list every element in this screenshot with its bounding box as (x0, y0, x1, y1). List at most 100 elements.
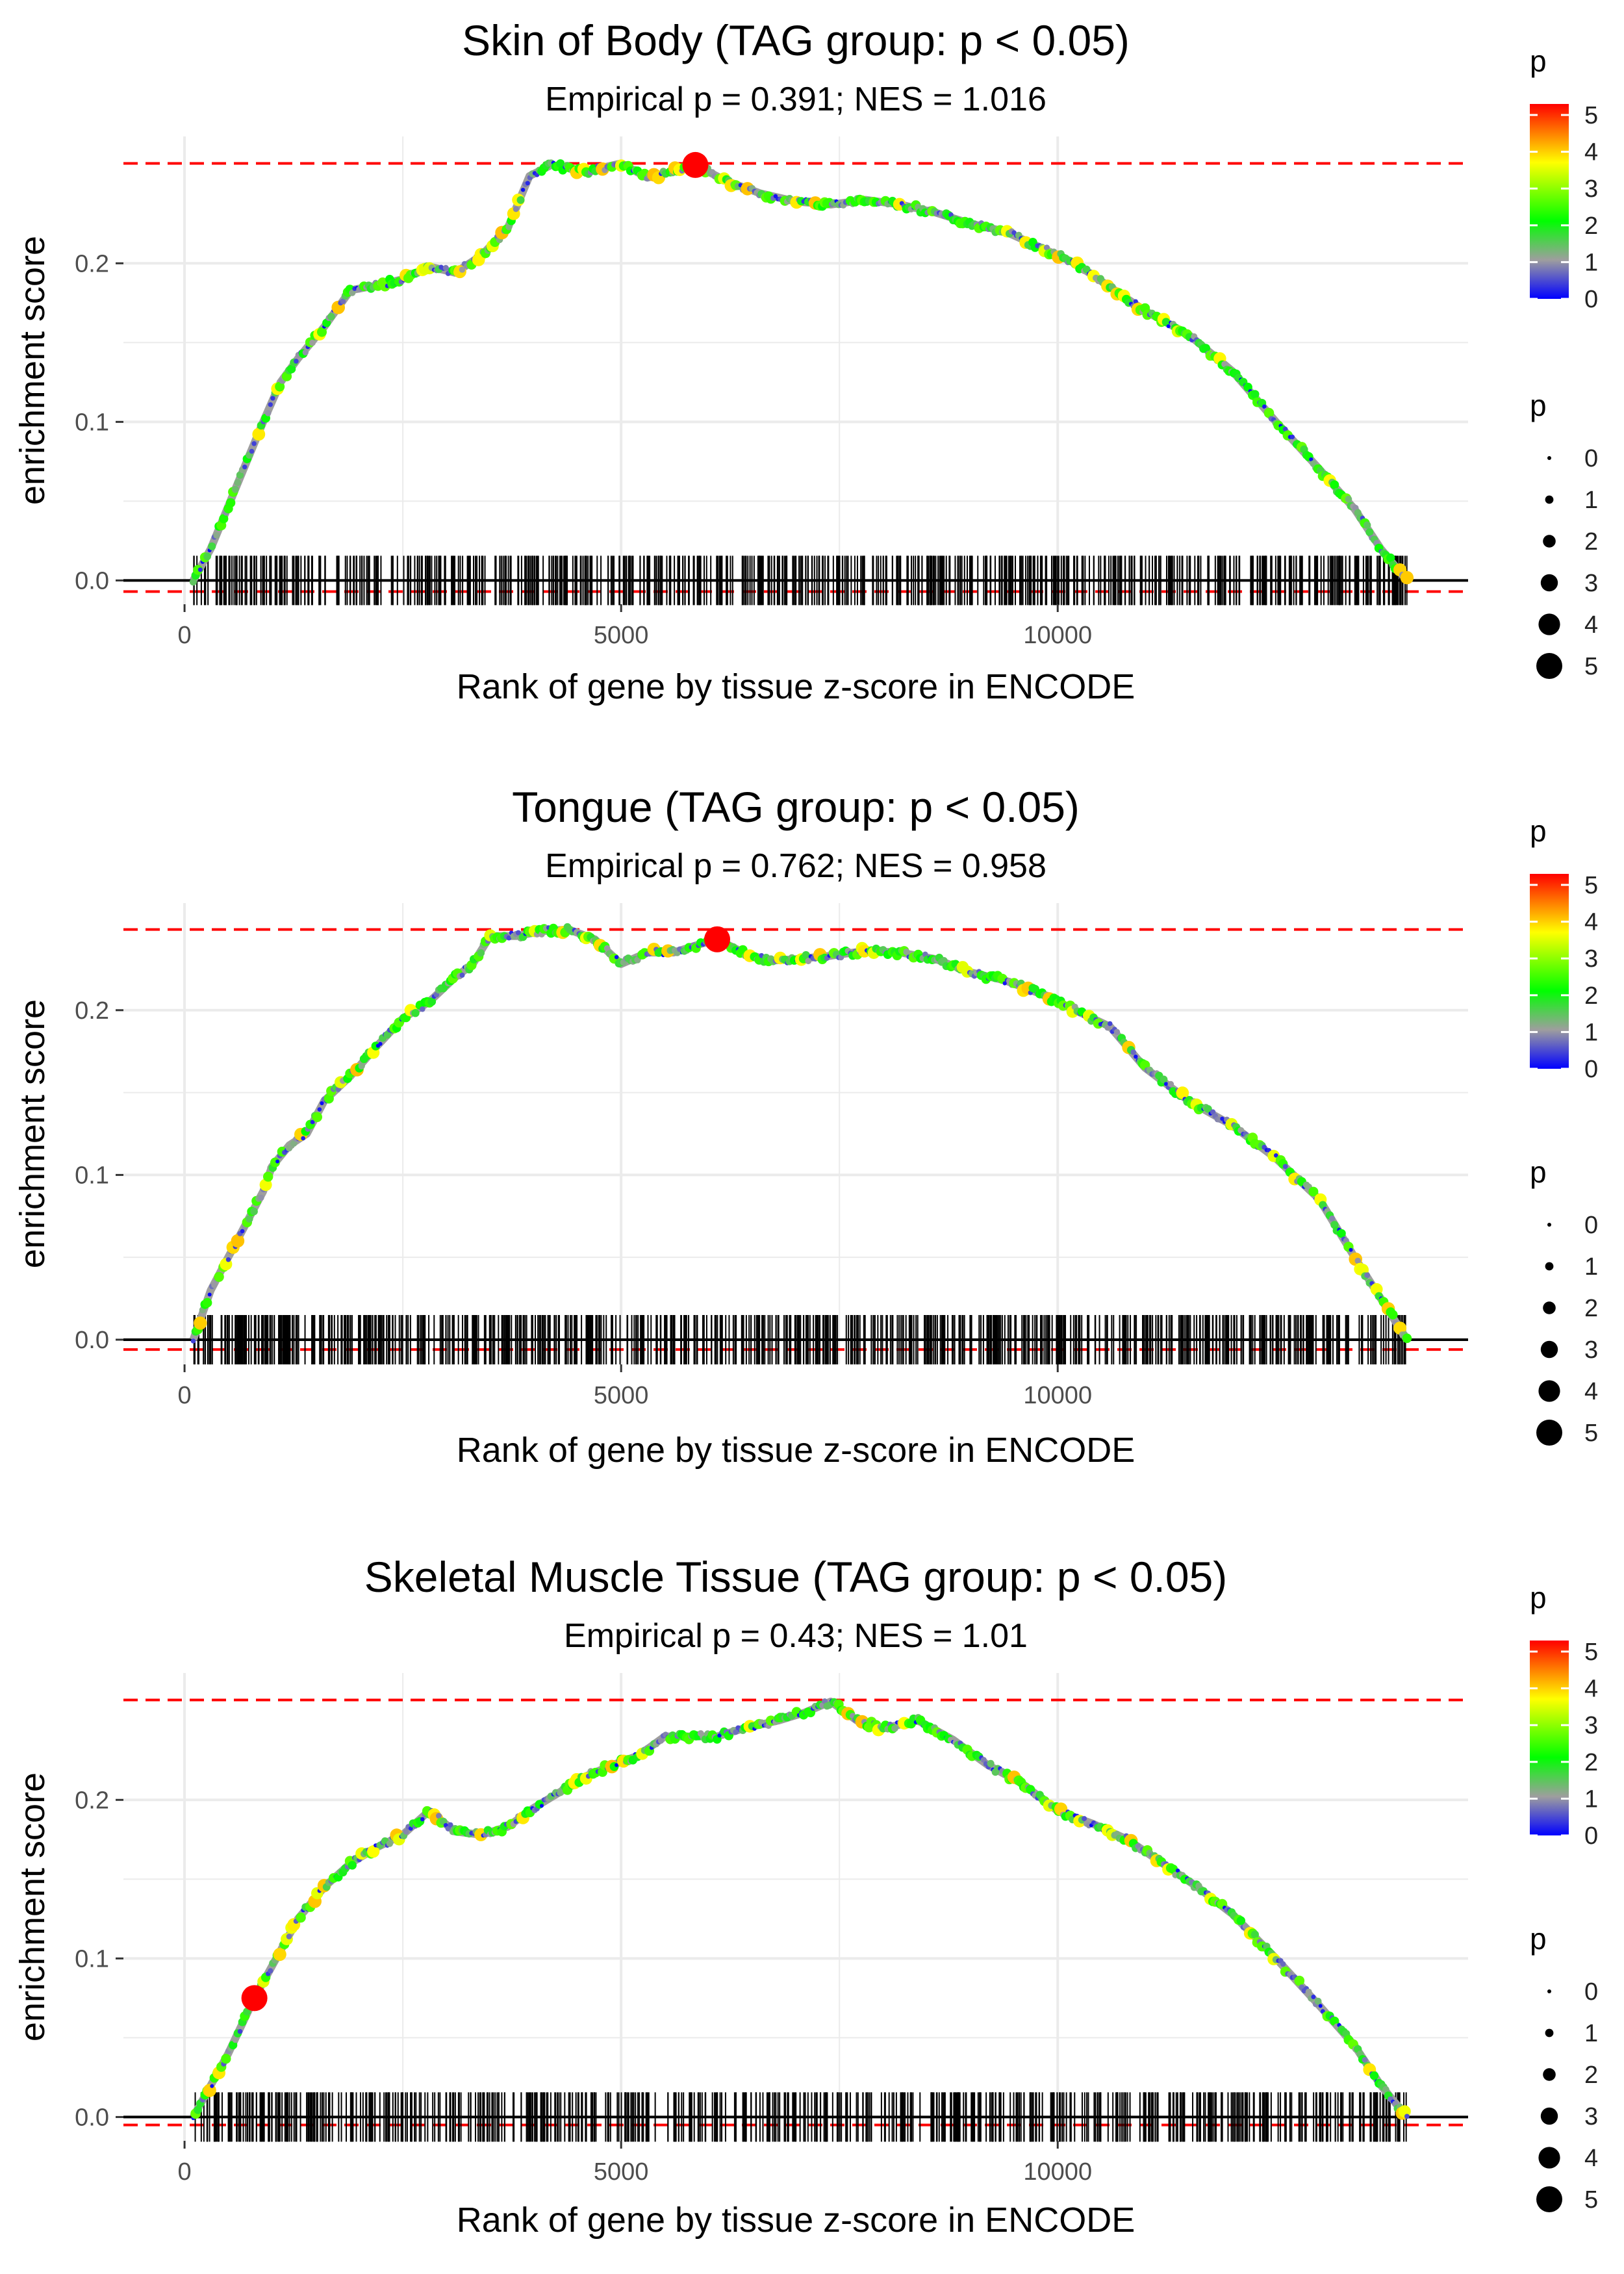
curve-point (603, 945, 611, 952)
color-legend-label: 2 (1584, 1749, 1598, 1776)
curve-point (1314, 1997, 1322, 2005)
curve-point (1364, 521, 1371, 529)
curve-point (1309, 457, 1313, 462)
size-legend-label: 2 (1584, 1295, 1598, 1322)
curve-point (733, 1729, 739, 1735)
x-tick-label: 10000 (1023, 622, 1092, 649)
size-legend-dot (1536, 653, 1562, 679)
curve-point (1082, 1816, 1087, 1822)
curve-point (1133, 299, 1138, 304)
curve-point (1282, 426, 1288, 432)
curve-point (207, 1292, 212, 1297)
x-tick-label: 5000 (594, 2158, 649, 2186)
color-legend-label: 0 (1584, 1822, 1598, 1850)
x-tick-label: 0 (178, 1382, 192, 1409)
curve-point (232, 2036, 239, 2043)
curve-points (190, 923, 1412, 1344)
color-legend-label: 3 (1584, 1712, 1598, 1739)
curve-point (302, 349, 309, 356)
curve-point (193, 565, 203, 575)
size-legend-label: 5 (1584, 1420, 1598, 1447)
curve-point (903, 949, 910, 956)
curve-point (231, 485, 239, 493)
color-legend-label: 4 (1584, 139, 1598, 166)
color-legend-label: 0 (1584, 286, 1598, 313)
curve-point (1349, 1247, 1353, 1252)
curve-point (525, 181, 530, 186)
curve-point (1176, 1086, 1189, 1099)
curve-point (717, 1733, 722, 1738)
x-axis-title: Rank of gene by tissue z-score in ENCODE (457, 2201, 1135, 2240)
x-tick-label: 0 (178, 2158, 192, 2186)
curve-point (427, 997, 437, 1006)
curve-point (448, 1822, 453, 1828)
color-legend-label: 5 (1584, 1639, 1598, 1666)
curve-point (1130, 1049, 1136, 1055)
y-axis-title: enrichment score (13, 999, 52, 1268)
curve-point (240, 1229, 245, 1234)
curve-point (1167, 1080, 1174, 1088)
size-legend-title: p (1530, 1155, 1547, 1189)
curve-point (1168, 1864, 1178, 1874)
curve-point (1204, 1105, 1212, 1113)
curve-point (980, 1757, 987, 1763)
curve-point (264, 410, 272, 416)
curve-point (294, 359, 299, 364)
size-legend-label: 2 (1584, 2062, 1598, 2089)
curve-point (236, 471, 244, 479)
curve-point (1318, 2004, 1323, 2008)
curve-point (275, 381, 285, 392)
curve-point (320, 1101, 324, 1106)
size-legend-title: p (1530, 389, 1547, 422)
curve-point (225, 1257, 231, 1262)
size-legend-label: 2 (1584, 528, 1598, 556)
size-legend-dot (1538, 2147, 1560, 2169)
y-axis-title: enrichment score (13, 1772, 52, 2041)
leading-edge-point (704, 926, 731, 952)
curve-point (1002, 981, 1007, 986)
curve-point (442, 264, 449, 271)
chart-title: Tongue (TAG group: p < 0.05) (512, 783, 1080, 831)
curve-point (1364, 1272, 1371, 1278)
curve-point (1195, 1882, 1202, 1889)
color-legend-label: 2 (1584, 212, 1598, 240)
x-tick-label: 10000 (1023, 1382, 1092, 1409)
curve-point (221, 2054, 231, 2064)
curve-point (1330, 480, 1339, 489)
legend: p 5 4 3 2 1 0 p 0 1 2 3 4 5 (1530, 814, 1598, 1447)
curve-point (1113, 1028, 1121, 1036)
curve-point (615, 1763, 619, 1767)
curve-point (194, 1316, 207, 1330)
curve-point (340, 298, 346, 305)
color-legend-label: 1 (1584, 1785, 1598, 1813)
curve-point (657, 1737, 665, 1744)
size-legend-dot (1540, 2107, 1558, 2125)
curve-point (317, 1107, 322, 1112)
curve-point (202, 1297, 212, 1308)
curve-point (258, 1194, 264, 1201)
axes: 0.0 0.1 0.2 0 5000 10000 Rank of gene by tissu… (13, 1772, 1135, 2240)
curve-point (194, 2106, 203, 2114)
curve-point (242, 465, 247, 470)
chart-subtitle: Empirical p = 0.43; NES = 1.01 (564, 1617, 1028, 1655)
x-axis-title: Rank of gene by tissue z-score in ENCODE (457, 1431, 1135, 1470)
curve-point (1160, 1075, 1168, 1084)
curve-point (208, 542, 216, 550)
curve-points (190, 1698, 1411, 2121)
curve-point (1262, 404, 1267, 409)
color-legend-label: 2 (1584, 982, 1598, 1010)
size-legend-label: 0 (1584, 1212, 1598, 1239)
curve-point (386, 1840, 394, 1847)
chart-title: Skeletal Muscle Tissue (TAG group: p < 0… (364, 1553, 1228, 1601)
curve-point (268, 1968, 273, 1974)
curve-point (246, 1215, 253, 1223)
color-legend-label: 5 (1584, 102, 1598, 129)
curve-point (203, 2084, 216, 2097)
curve-point (367, 1845, 380, 1858)
curve-point (411, 1009, 420, 1017)
x-tick-label: 5000 (594, 622, 649, 649)
curve-point (1362, 2057, 1368, 2063)
curve-point (349, 289, 356, 296)
curve-point (1311, 1995, 1316, 1999)
